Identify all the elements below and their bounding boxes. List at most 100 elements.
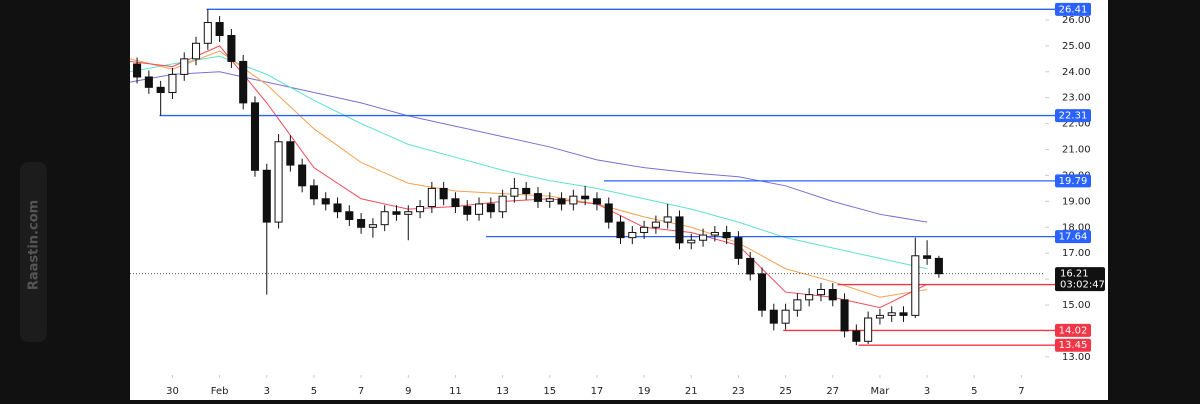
candle-body: [911, 255, 920, 316]
candle-body: [262, 169, 271, 223]
level-label: 26.41: [1059, 4, 1088, 15]
candle-body: [805, 294, 814, 301]
x-tick-label: 15: [543, 386, 556, 397]
candle-body: [533, 193, 543, 202]
current-price-label: 16.21: [1060, 269, 1089, 280]
y-tick-label: 23.00: [1062, 93, 1091, 104]
candle-body: [380, 211, 389, 226]
candle-body: [357, 219, 366, 228]
candle-body: [581, 195, 590, 200]
candle-body: [675, 216, 684, 244]
level-label-box: [1055, 2, 1091, 16]
moving-average: [129, 71, 928, 223]
level-label-box: [1055, 109, 1091, 123]
candle-body: [710, 231, 719, 236]
y-tick-label: 13.00: [1062, 352, 1091, 363]
y-tick-label: 17.00: [1062, 248, 1091, 259]
level-label: 22.31: [1059, 111, 1088, 122]
candle-body: [286, 141, 295, 166]
candle-body: [628, 231, 637, 239]
x-tick-label: 30: [166, 386, 179, 397]
candle-body: [250, 102, 260, 171]
candle-body: [227, 35, 236, 62]
x-tick-label: 23: [732, 386, 745, 397]
x-tick-label: Mar: [870, 386, 890, 397]
watermark-panel: [20, 162, 47, 342]
y-tick-label: 24.00: [1062, 67, 1091, 78]
y-tick-label: 22.00: [1062, 119, 1091, 130]
x-tick-label: 3: [264, 386, 270, 397]
candle-body: [451, 198, 460, 208]
candle-body: [545, 198, 554, 202]
candle-body: [934, 257, 943, 275]
candle-body: [769, 309, 778, 324]
y-tick-label: 21.00: [1062, 145, 1091, 156]
watermark: Raastin.com: [27, 200, 42, 290]
candle-body: [840, 299, 849, 332]
candle-body: [345, 211, 354, 221]
candle-body: [298, 164, 307, 187]
x-tick-label: 5: [311, 386, 317, 397]
level-label: 13.45: [1059, 340, 1088, 351]
x-tick-label: 17: [591, 386, 604, 397]
candle-body: [392, 211, 401, 215]
candle-body: [416, 206, 425, 213]
candle-body: [640, 226, 649, 233]
candle-body: [722, 231, 731, 239]
y-tick-label: 26.00: [1062, 15, 1091, 26]
candle-body: [474, 203, 484, 215]
y-tick-label: 25.00: [1062, 41, 1091, 52]
candle-body: [309, 185, 318, 200]
candle-body: [321, 198, 330, 205]
candle-body: [687, 239, 696, 244]
candle-body: [168, 73, 177, 94]
candle-body: [333, 203, 342, 213]
x-tick-label: Feb: [211, 386, 229, 397]
candle-body: [368, 224, 377, 228]
candle-body: [899, 312, 908, 316]
moving-average: [129, 55, 928, 270]
candle-body: [522, 187, 531, 195]
candle-body: [463, 206, 472, 215]
level-label-box: [1055, 174, 1091, 188]
candle-body: [816, 288, 826, 296]
candle-body: [404, 211, 413, 215]
y-tick-label: 19.00: [1062, 196, 1091, 207]
candle-body: [875, 314, 884, 319]
plot-background: [130, 0, 1108, 400]
candle-body: [133, 63, 142, 78]
x-tick-label: 21: [685, 386, 698, 397]
level-label-box: [1055, 323, 1091, 337]
candle-body: [156, 86, 165, 94]
candle-body: [781, 309, 790, 324]
candle-body: [923, 255, 932, 259]
x-tick-label: 19: [638, 386, 651, 397]
level-label-box: [1055, 230, 1091, 244]
level-label: 17.64: [1059, 232, 1088, 243]
x-tick-label: 11: [449, 386, 462, 397]
candle-body: [592, 198, 601, 205]
x-tick-label: 7: [1018, 386, 1024, 397]
candle-body: [852, 330, 861, 342]
x-tick-label: 13: [496, 386, 509, 397]
candle-body: [274, 141, 283, 223]
candle-body: [203, 22, 212, 44]
x-tick-label: 9: [405, 386, 411, 397]
current-price-box: [1055, 267, 1105, 292]
x-tick-label: 3: [924, 386, 930, 397]
candle-body: [215, 22, 224, 37]
candle-body: [663, 216, 672, 223]
candle-body: [498, 195, 507, 213]
candle-body: [510, 187, 519, 197]
candle-body: [887, 312, 896, 316]
candle-body: [239, 60, 248, 104]
candle-body: [557, 198, 566, 205]
y-tick-label: 15.00: [1062, 300, 1091, 311]
x-tick-label: 27: [826, 386, 839, 397]
candle-body: [864, 317, 873, 342]
level-label-box: [1055, 338, 1091, 352]
candle-body: [144, 76, 153, 88]
candle-body: [699, 234, 708, 241]
candle-body: [616, 221, 625, 239]
level-label: 19.79: [1059, 176, 1088, 187]
